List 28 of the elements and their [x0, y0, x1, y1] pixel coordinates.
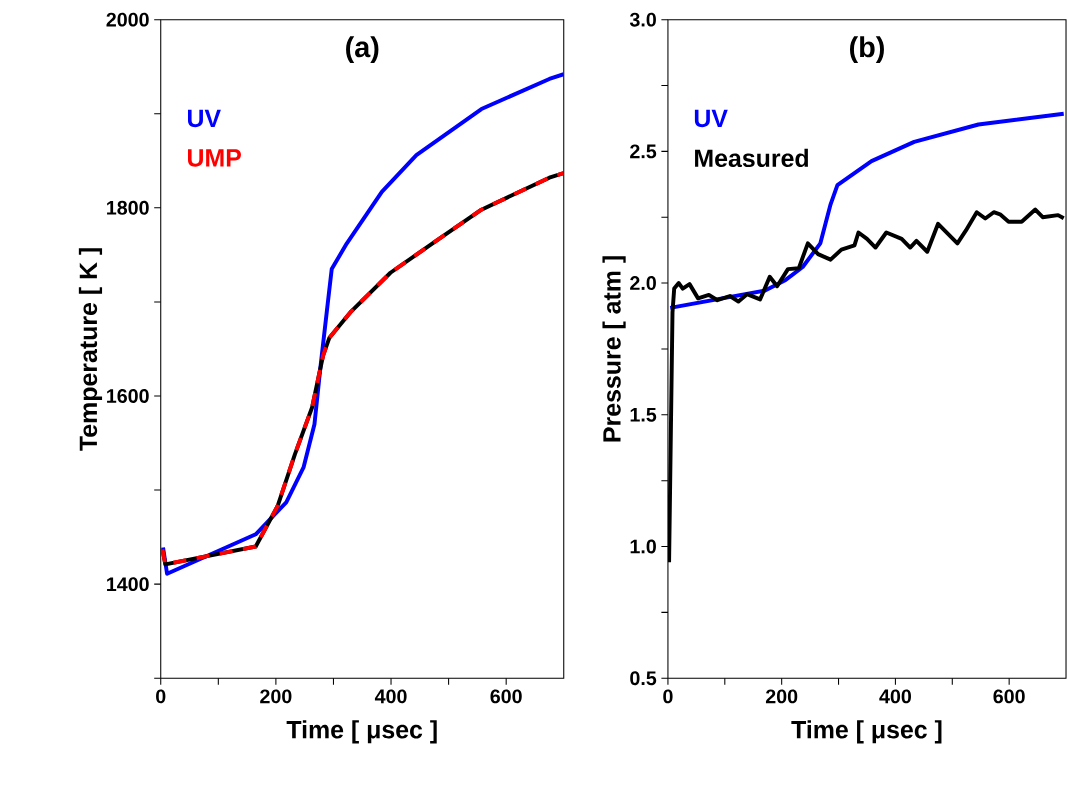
x-tick-label: 200: [260, 689, 292, 704]
x-axis-title: Time [ μsec ]: [286, 720, 437, 744]
y-tick-label: 1800: [107, 200, 149, 215]
y-axis-title: Temperature [ K ]: [78, 248, 103, 451]
x-tick-label: 600: [993, 689, 1025, 704]
x-tick-label: 400: [879, 689, 911, 704]
y-tick-label: 1600: [107, 388, 149, 403]
legend-label: Measured: [695, 148, 808, 167]
y-tick-label: 1.0: [630, 539, 656, 554]
text: UV: [187, 109, 221, 127]
y-tick-label: 1400: [107, 577, 149, 591]
text: UMP: [187, 149, 241, 167]
text: (a): [346, 36, 379, 63]
x-tick-label: 200: [765, 689, 798, 704]
text: (b): [850, 36, 884, 63]
y-axis-title: Pressure [ atm ]: [602, 256, 626, 442]
y-tick-label: 3.0: [629, 12, 656, 27]
x-axis-title: Time [ μsec ]: [791, 720, 942, 744]
x-tick-label: 0: [156, 689, 166, 704]
y-tick-label: 2.5: [630, 144, 657, 159]
y-tick-label: 2.0: [630, 275, 656, 290]
y-tick-label: 2000: [106, 12, 149, 27]
x-tick-label: 0: [663, 689, 673, 704]
x-tick-label: 400: [374, 689, 407, 704]
text: UV: [694, 109, 728, 127]
y-tick-label: 1.5: [630, 407, 657, 422]
y-tick-label: 0.5: [630, 671, 657, 686]
x-tick-label: 600: [490, 689, 522, 704]
